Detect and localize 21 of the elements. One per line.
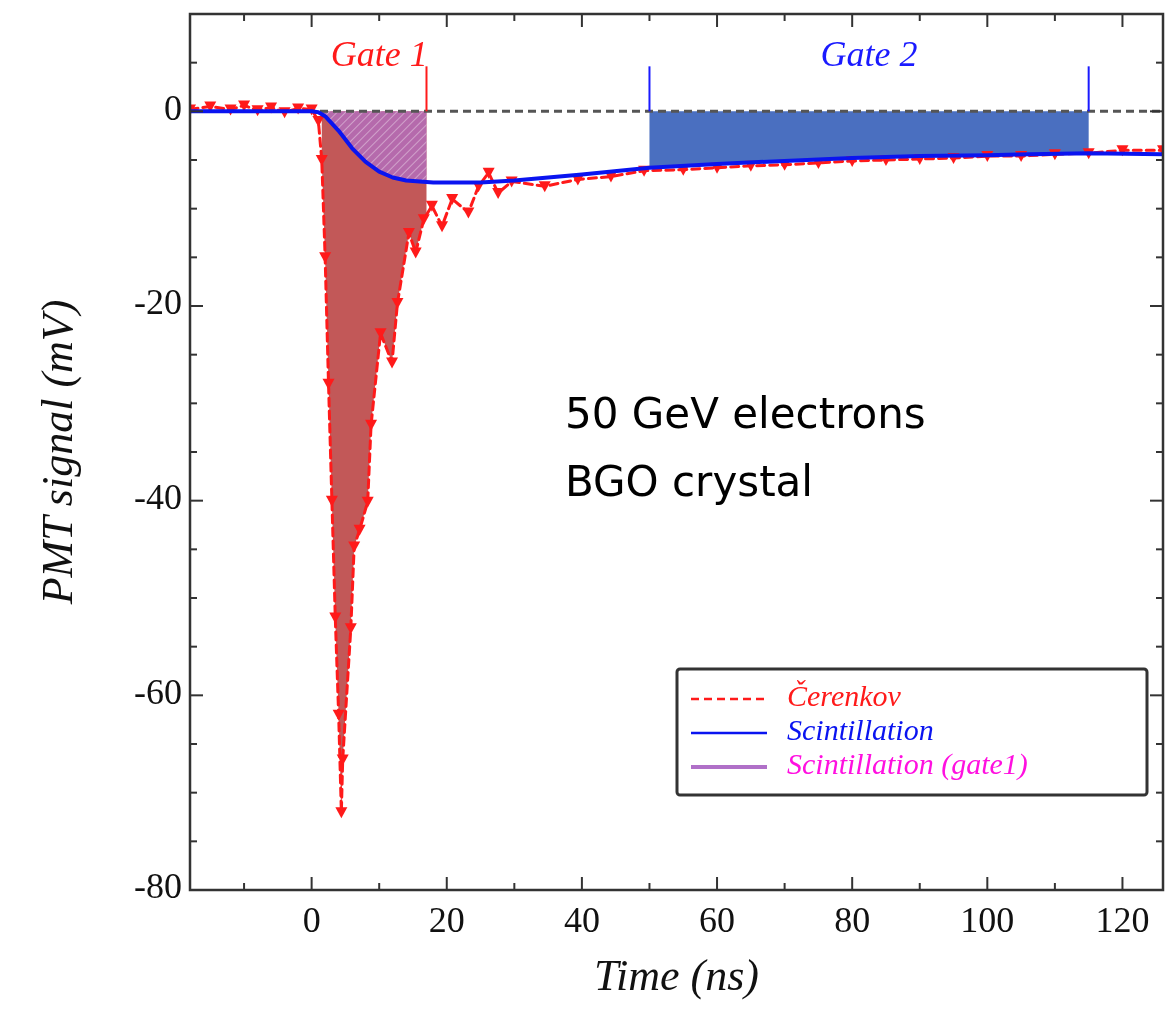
annotation: Gate 1 bbox=[330, 34, 428, 75]
annotation: 50 GeV electrons bbox=[565, 389, 926, 438]
y-tick-label: -20 bbox=[134, 282, 182, 323]
y-tick-label: -80 bbox=[134, 866, 182, 907]
y-tick-label: -60 bbox=[134, 671, 182, 712]
x-axis-title: Time (ns) bbox=[594, 951, 759, 1000]
x-tick-label: 20 bbox=[428, 900, 465, 940]
y-tick-label: 0 bbox=[164, 87, 182, 128]
legend-label: Scintillation bbox=[787, 712, 934, 746]
annotation: BGO crystal bbox=[565, 457, 814, 506]
y-axis-title: PMT signal (mV) bbox=[33, 299, 83, 606]
x-tick-label: 40 bbox=[563, 900, 600, 940]
legend-label: Scintillation (gate1) bbox=[787, 746, 1028, 781]
y-tick-label: -40 bbox=[134, 476, 182, 517]
legend-label: Čerenkov bbox=[787, 678, 902, 712]
x-tick-label: 100 bbox=[960, 900, 1015, 940]
x-tick-label: 60 bbox=[699, 900, 736, 940]
x-tick-label: 0 bbox=[302, 900, 321, 940]
x-tick-label: 80 bbox=[834, 900, 871, 940]
annotation: Gate 2 bbox=[820, 34, 918, 75]
x-tick-label: 120 bbox=[1095, 900, 1150, 940]
